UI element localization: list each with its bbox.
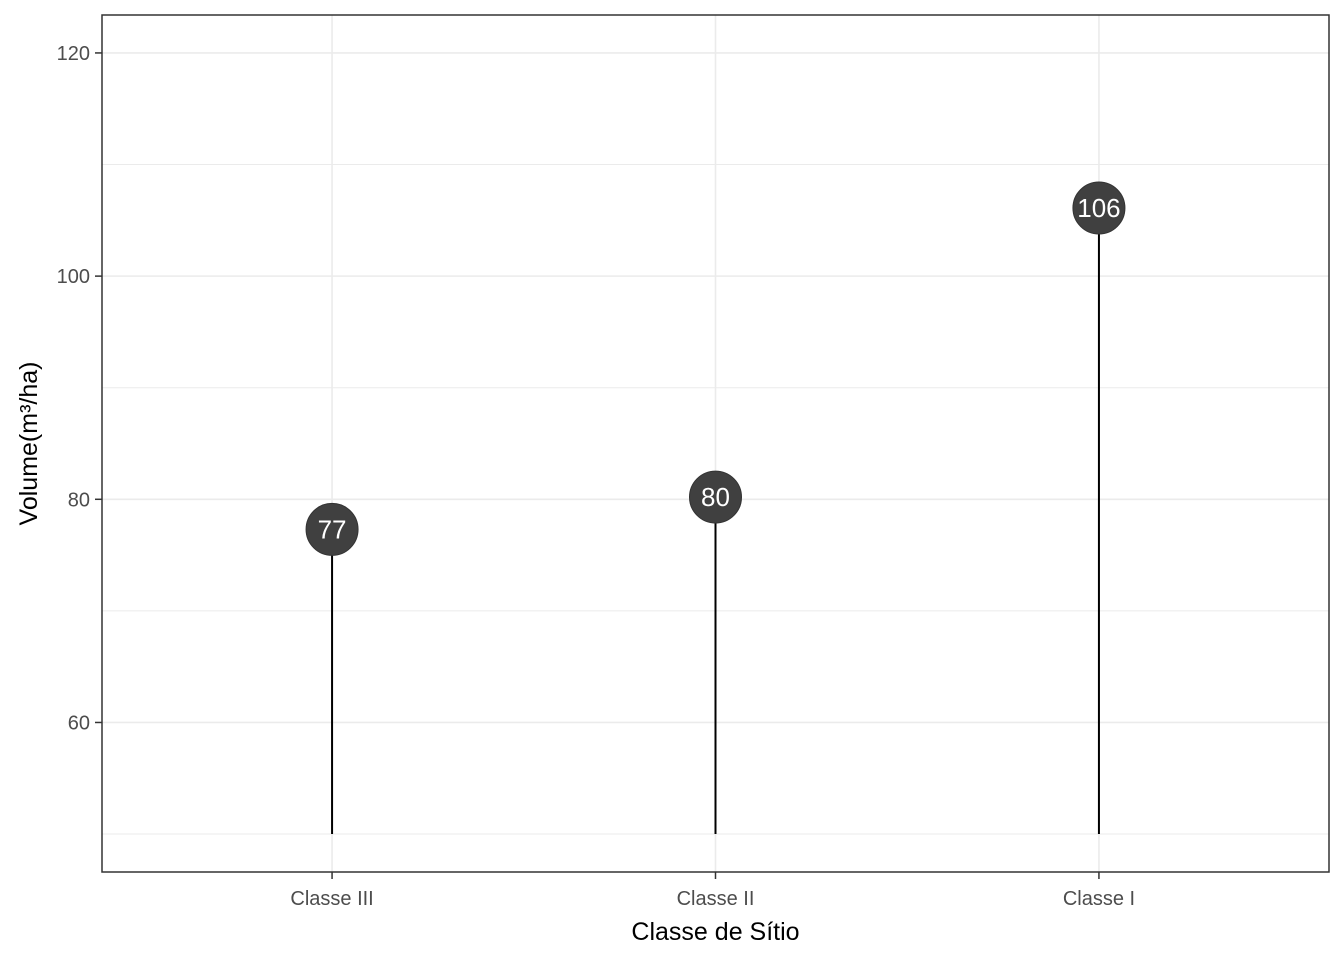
- y-tick-label: 80: [68, 489, 90, 511]
- y-tick-label: 120: [57, 43, 90, 65]
- lollipop-point: [689, 470, 742, 524]
- x-axis: Classe III Classe II Classe I: [290, 872, 1135, 910]
- y-tick-label: 60: [68, 712, 90, 734]
- x-tick-label: Classe I: [1063, 888, 1135, 910]
- lollipop-point: [1072, 181, 1126, 235]
- data-label: 77: [318, 514, 347, 544]
- x-tick-label: Classe III: [290, 888, 373, 910]
- x-tick-label: Classe II: [677, 888, 755, 910]
- data-labels: 77 80 106: [318, 193, 1121, 544]
- y-tick-label: 100: [57, 266, 90, 288]
- y-axis: 60 80 100 120: [57, 43, 102, 734]
- data-label: 106: [1077, 193, 1120, 223]
- x-axis-title: Classe de Sítio: [631, 918, 799, 946]
- y-axis-title: Volume(m³/ha): [15, 362, 43, 526]
- lollipop-stems: [331, 208, 1100, 835]
- lollipop-points: [305, 181, 1126, 556]
- lollipop-point: [305, 502, 359, 556]
- data-label: 80: [701, 482, 730, 512]
